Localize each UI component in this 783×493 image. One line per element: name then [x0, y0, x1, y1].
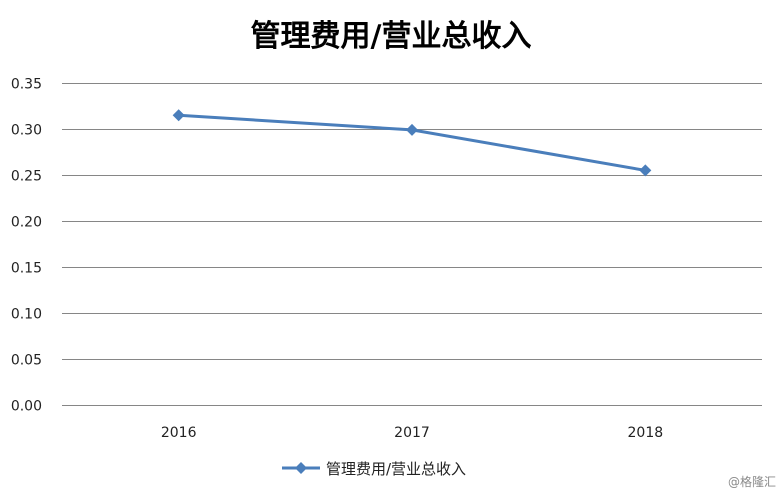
series-layer — [172, 109, 652, 177]
series-line — [178, 113, 646, 172]
x-axis-ticks: 2016 2017 2018 — [161, 425, 663, 441]
y-axis-ticks: 0.00 0.05 0.10 0.15 0.20 0.25 0.30 0.35 — [11, 77, 42, 415]
legend: 管理费用/营业总收入 — [282, 460, 466, 478]
data-point-marker — [172, 109, 185, 122]
y-tick-label: 0.20 — [11, 215, 42, 231]
legend-marker — [295, 462, 307, 474]
gridlines — [62, 83, 762, 406]
y-tick-label: 0.00 — [11, 399, 42, 415]
data-point-marker — [406, 123, 418, 136]
y-tick-label: 0.35 — [11, 77, 42, 93]
legend-label: 管理费用/营业总收入 — [326, 460, 466, 478]
chart-title: 管理费用/营业总收入 — [251, 19, 532, 54]
x-tick-label: 2017 — [394, 425, 430, 441]
y-tick-label: 0.25 — [11, 169, 42, 185]
data-point-marker — [639, 164, 652, 177]
y-tick-label: 0.30 — [11, 123, 42, 139]
watermark: @格隆汇 — [728, 474, 776, 489]
y-tick-label: 0.15 — [11, 261, 42, 277]
x-tick-label: 2016 — [161, 425, 197, 441]
y-tick-label: 0.05 — [11, 353, 42, 369]
y-tick-label: 0.10 — [11, 307, 42, 323]
x-tick-label: 2018 — [628, 425, 664, 441]
